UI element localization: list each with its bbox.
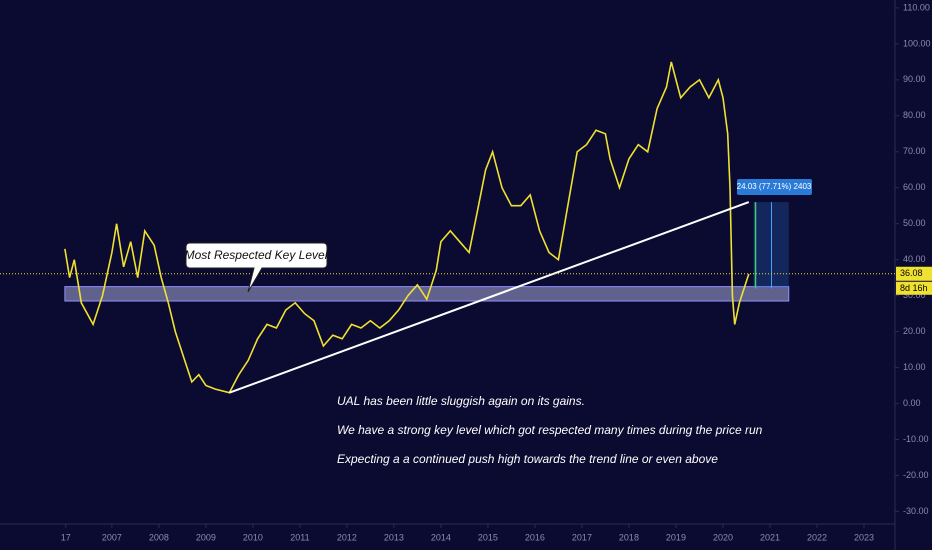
x-tick-label: 2012: [337, 532, 357, 542]
price-line: [64, 61, 750, 394]
x-tick-label: 2008: [149, 532, 169, 542]
note: Expecting a a continued push high toward…: [337, 452, 718, 466]
x-tick-label: 2021: [760, 532, 780, 542]
last-price-tag: [896, 266, 932, 281]
y-tick-label: 80.00: [903, 110, 926, 120]
y-tick-label: 0.00: [903, 398, 921, 408]
countdown-label: 8d 16h: [900, 283, 928, 293]
y-tick-label: 110.00: [903, 2, 930, 12]
countdown-tag: [896, 281, 932, 295]
x-tick-label: 2011: [290, 532, 309, 542]
x-tick-label: 2019: [666, 532, 686, 542]
x-tick-label: 2014: [431, 532, 451, 542]
y-tick-label: 50.00: [903, 218, 926, 228]
y-tick-label: 10.00: [903, 362, 926, 372]
note: We have a strong key level which got res…: [337, 423, 763, 437]
y-tick-label: -20.00: [903, 470, 929, 480]
y-tick-label: 20.00: [903, 326, 926, 336]
y-tick-label: 40.00: [903, 254, 926, 264]
x-tick-label: 2018: [619, 532, 639, 542]
y-tick-label: 100.00: [903, 38, 931, 48]
callout-text: Most Respected Key Level: [185, 248, 328, 262]
y-tick-label: -10.00: [903, 434, 929, 444]
y-tick-label: 60.00: [903, 182, 926, 192]
y-tick-label: 30.00: [903, 290, 926, 300]
y-tick-label: -30.00: [903, 506, 929, 516]
x-tick-label: 2016: [525, 532, 545, 542]
x-tick-label: 2023: [854, 532, 874, 542]
x-tick-label: 2010: [243, 532, 263, 542]
measure-label: 24.03 (77.71%) 2403: [737, 182, 812, 191]
measure-label-box: [737, 179, 812, 195]
x-tick-label: 2009: [196, 532, 216, 542]
x-tick-label: 2017: [572, 532, 592, 542]
trendline: [229, 201, 750, 394]
callout-box: [185, 242, 328, 293]
last-price-label: 36.08: [900, 268, 923, 278]
x-tick-label: 2015: [478, 532, 498, 542]
x-tick-label: 2007: [102, 532, 122, 542]
y-tick-label: 90.00: [903, 74, 926, 84]
key-level-zone: [64, 286, 790, 302]
note: UAL has been little sluggish again on it…: [337, 394, 585, 408]
x-tick-label: 2022: [807, 532, 827, 542]
y-tick-label: 70.00: [903, 146, 926, 156]
x-tick-label: 2013: [384, 532, 404, 542]
x-tick-label: 2020: [713, 532, 733, 542]
x-tick-label: 17: [61, 532, 71, 542]
